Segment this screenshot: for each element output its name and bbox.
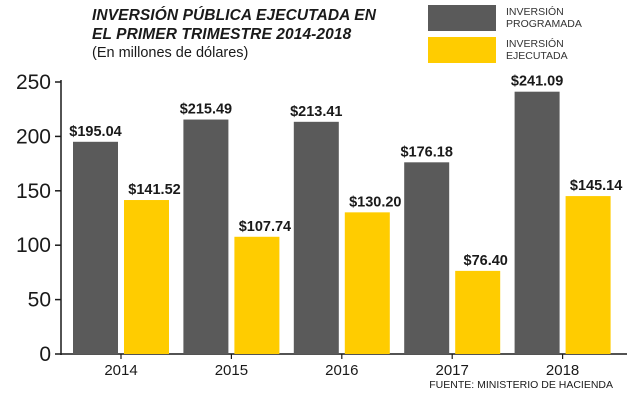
legend-label-programada: INVERSIÓN PROGRAMADA	[506, 6, 582, 30]
legend-item-ejecutada: INVERSIÓN EJECUTADA	[428, 37, 618, 63]
data-label-programada-2014: $195.04	[69, 124, 121, 140]
data-label-ejecutada-2014: $141.52	[128, 182, 180, 198]
bar-ejecutada-2017	[455, 270, 501, 354]
legend-item-programada: INVERSIÓN PROGRAMADA	[428, 5, 618, 31]
title-block: INVERSIÓN PÚBLICA EJECUTADA EN EL PRIMER…	[92, 6, 376, 62]
y-tick-label-200: 200	[16, 125, 51, 148]
legend-swatch-programada	[428, 5, 496, 31]
y-tick-label-250: 250	[16, 71, 51, 94]
bar-ejecutada-2015	[234, 236, 280, 354]
chart-title-line-1: INVERSIÓN PÚBLICA EJECUTADA EN	[92, 7, 377, 24]
source-note: FUENTE: MINISTERIO DE HACIENDA	[429, 379, 613, 391]
data-label-programada-2016: $213.41	[290, 104, 342, 120]
bar-programada-2017	[404, 162, 450, 354]
data-label-programada-2017: $176.18	[400, 144, 452, 160]
bar-programada-2018	[514, 91, 560, 354]
x-tick-label-2016: 2016	[325, 362, 358, 379]
data-label-ejecutada-2016: $130.20	[349, 194, 401, 210]
data-label-ejecutada-2015: $107.74	[239, 219, 291, 235]
bar-programada-2014	[73, 141, 118, 354]
y-tick-label-100: 100	[16, 234, 51, 257]
data-label-programada-2015: $215.49	[180, 102, 232, 118]
chart-subtitle: (En millones de dólares)	[92, 45, 249, 61]
x-tick-label-2018: 2018	[546, 362, 579, 379]
legend: INVERSIÓN PROGRAMADA INVERSIÓN EJECUTADA	[428, 5, 618, 69]
x-tick-label-2017: 2017	[436, 362, 469, 379]
data-label-ejecutada-2017: $76.40	[464, 253, 508, 269]
chart-title-line-2: EL PRIMER TRIMESTRE 2014-2018	[92, 26, 352, 43]
bar-ejecutada-2018	[565, 196, 611, 354]
bar-ejecutada-2014	[124, 200, 169, 354]
x-tick-label-2015: 2015	[215, 362, 248, 379]
x-tick-label-2014: 2014	[104, 362, 137, 379]
bar-programada-2016	[293, 121, 339, 354]
data-label-ejecutada-2018: $145.14	[570, 178, 622, 194]
y-tick-label-50: 50	[28, 289, 51, 312]
legend-swatch-ejecutada	[428, 37, 496, 63]
y-tick-label-0: 0	[39, 343, 51, 366]
bar-programada-2015	[183, 119, 229, 355]
y-tick-label-150: 150	[16, 180, 51, 203]
bar-ejecutada-2016	[344, 212, 390, 354]
data-label-programada-2018: $241.09	[511, 74, 563, 90]
legend-label-ejecutada: INVERSIÓN EJECUTADA	[506, 38, 568, 62]
